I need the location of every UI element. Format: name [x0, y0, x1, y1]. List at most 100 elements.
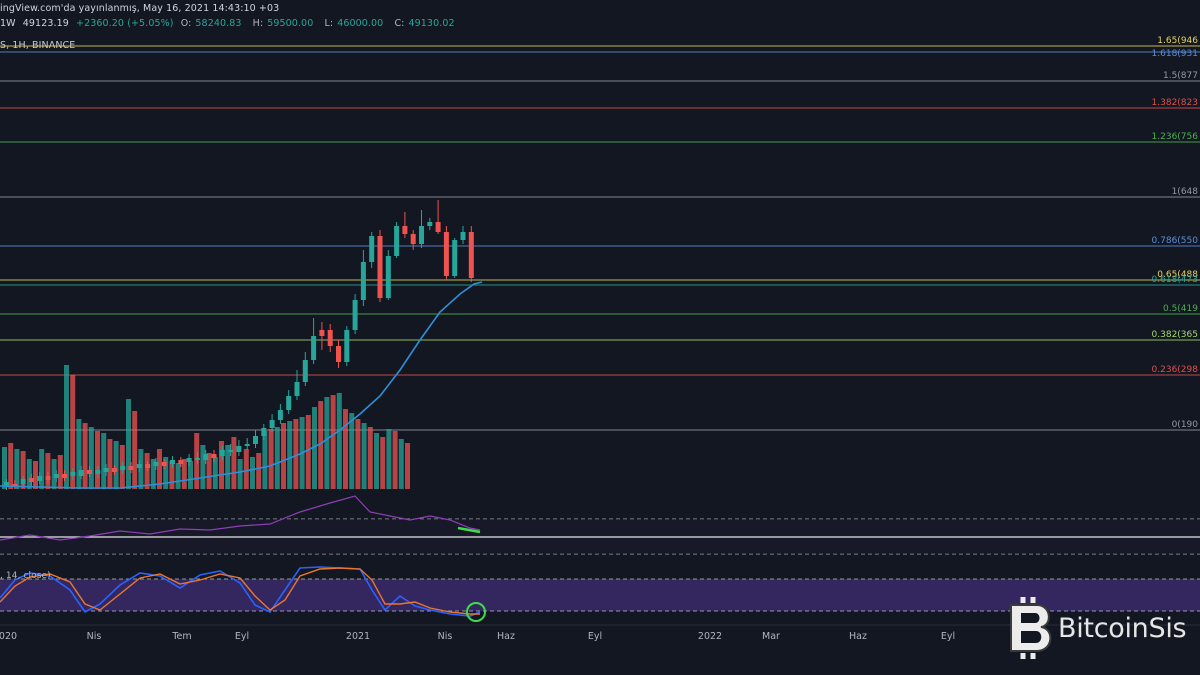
candle-body [319, 330, 325, 336]
candle-body [294, 382, 300, 396]
candle-body [37, 476, 43, 481]
candle-body [410, 234, 416, 244]
stoch-d-line [0, 567, 480, 615]
candle-body [427, 222, 433, 226]
candle-body [128, 466, 134, 470]
rsi-line [0, 495, 481, 541]
candle-body [460, 232, 466, 240]
x-tick-2022: 2022 [697, 631, 723, 642]
candle-body [203, 454, 209, 460]
volume-bar [262, 431, 268, 489]
candle-body [12, 484, 18, 486]
volume-bar [219, 441, 224, 489]
last-price: 49123.19 [22, 18, 69, 29]
volume-bar [256, 453, 262, 489]
volume-bar [380, 437, 386, 489]
x-tick-mar: Mar [762, 631, 780, 642]
candle-body [443, 232, 449, 276]
volume-bar [8, 443, 14, 489]
candle-body [377, 236, 383, 298]
volume-bar [45, 453, 51, 489]
volume-bar [76, 419, 82, 489]
candle-body [194, 458, 200, 460]
volume-bar [293, 419, 299, 489]
candle-body [311, 336, 317, 360]
volume-bar [231, 437, 237, 489]
candle-body [344, 330, 350, 362]
volume-bar [163, 457, 169, 489]
volume-bar [2, 447, 7, 489]
volume-bar [39, 449, 45, 489]
candle-body [95, 470, 101, 474]
volume-bar [181, 459, 187, 489]
candle-body [62, 474, 68, 478]
candle-body [402, 226, 408, 234]
volume-bar [349, 413, 355, 489]
volume-bar [212, 457, 218, 489]
fib-label: 0.236(298 [1152, 365, 1199, 375]
fib-label: 1.236(756 [1152, 132, 1199, 142]
published-info: ingView.com'da yayınlanmış, May 16, 2021… [0, 3, 280, 14]
ohlc-legend: 1W 49123.19 +2360.20 (+5.05%) O: 58240.83… [0, 18, 455, 29]
fib-label: 0.382(365 [1152, 330, 1198, 340]
candle-body [28, 478, 34, 482]
candle-body [261, 428, 267, 436]
fib-label: 0.618(473 [1152, 275, 1198, 285]
x-tick-tem: Tem [172, 631, 192, 642]
candle-body [435, 222, 441, 232]
volume-bar [281, 423, 286, 489]
candle-body [170, 460, 175, 464]
moving-average-line [0, 281, 483, 489]
fib-label: 1.65(946 [1157, 36, 1198, 46]
candle-body [336, 346, 341, 362]
candle-body [277, 410, 283, 420]
candle-body [178, 460, 184, 464]
volume-bar [200, 445, 206, 489]
candle-body [20, 479, 26, 484]
x-tick-haz: Haz [497, 631, 515, 642]
volume-bar [20, 451, 26, 489]
candle-body [236, 446, 242, 452]
volume-bar [343, 409, 348, 489]
candle-body [87, 470, 92, 474]
rsi-trend-marker [457, 526, 481, 534]
candle-body [111, 468, 117, 472]
volume-bar [305, 415, 311, 489]
x-tick-nis: Nis [86, 631, 102, 642]
candle-body [385, 256, 391, 298]
volume-bar [157, 449, 162, 489]
fib-label: 0.786(550 [1152, 236, 1199, 246]
logo-text: BitcoinSis [1058, 613, 1187, 644]
volume-bar [194, 433, 200, 489]
x-tick-eyl-3: Eyl [940, 631, 956, 642]
candle-body [45, 476, 51, 480]
volume-bar [101, 433, 107, 489]
candle-body [352, 300, 358, 330]
volume-bar [237, 459, 243, 489]
volume-bar [367, 427, 373, 489]
volume-bar [95, 431, 100, 489]
volume-bar [14, 449, 20, 489]
candle-body [244, 444, 250, 446]
candle-body [78, 470, 84, 476]
price-change: +2360.20 (+5.05%) [76, 18, 174, 29]
volume-bar [138, 449, 144, 489]
fib-label: 0.5(419 [1163, 304, 1198, 314]
candle-body [452, 240, 458, 276]
volume-bar [405, 443, 410, 489]
x-tick-haz-2: Haz [849, 631, 867, 642]
fib-label: 1.5(877 [1163, 71, 1198, 81]
volume-bar [355, 419, 361, 489]
fib-label: 0(190 [1172, 420, 1199, 430]
volume-bar [26, 459, 32, 489]
volume-bar [287, 421, 293, 489]
fib-label: 1.618(931 [1152, 49, 1198, 59]
interval-label: 1W [0, 18, 16, 29]
stoch-k-line [0, 566, 481, 617]
volume-bar [336, 393, 342, 489]
volume-bar [398, 439, 404, 489]
candle-body [211, 454, 217, 458]
volume-bar [150, 459, 156, 489]
x-tick-eyl-2: Eyl [587, 631, 603, 642]
